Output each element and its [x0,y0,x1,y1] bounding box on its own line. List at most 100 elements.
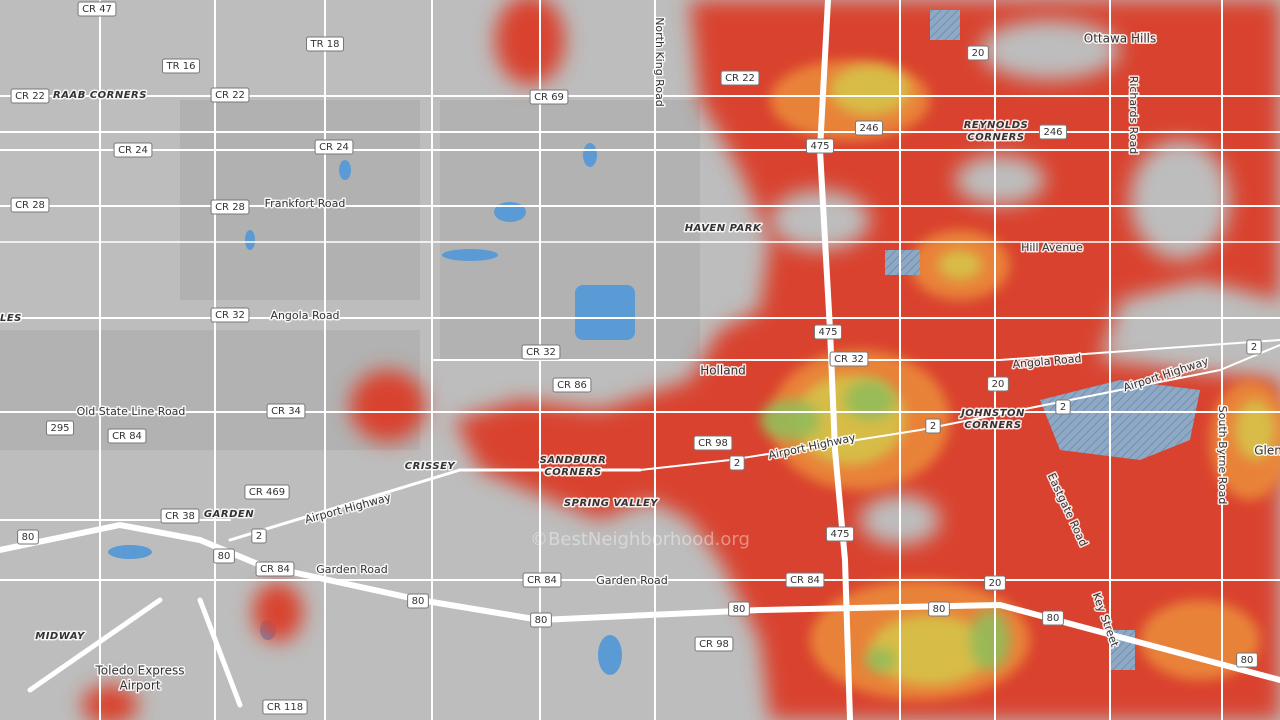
shield-label: 2 [1251,342,1257,353]
place-label: SPRING VALLEY [564,498,659,509]
shield-label: CR 32 [834,354,864,365]
shield-label: 295 [50,423,69,434]
shield-label: CR 34 [271,406,301,417]
place-label: GARDEN [204,509,254,520]
street-label: South Byrne Road [1216,406,1229,505]
shield-label: CR 84 [260,564,290,575]
road-shield: CR 84 [255,561,295,577]
shield-box [829,351,869,367]
shield-box [113,142,153,158]
shield-box [77,1,117,17]
parks [885,10,1200,670]
shield-label: 2 [256,531,262,542]
shield-box [306,36,344,52]
street-label: Richards Road [1127,76,1140,155]
road-shield: CR 32 [210,307,250,323]
shield-label: 80 [1241,655,1254,666]
road-shield: 475 [805,138,835,154]
shield-box [210,87,250,103]
road-shield: 80 [530,612,552,628]
shield-box [987,376,1009,392]
shield-label: CR 22 [15,91,45,102]
shield-label: CR 38 [165,511,195,522]
shield-label: CR 47 [82,4,112,15]
shield-box [244,484,290,500]
shield-box [928,601,950,617]
road-shield: 20 [987,376,1009,392]
urban-areas [0,100,700,450]
road-shield: 80 [928,601,950,617]
road-shield: CR 118 [262,699,308,715]
road-shield: CR 84 [785,572,825,588]
road-shield: 475 [813,324,843,340]
shield-label: 475 [830,529,849,540]
watermark: ©BestNeighborhood.org [530,529,750,550]
road-shield: 475 [825,526,855,542]
place-label: JOHNSTON [959,408,1025,419]
shield-box [1038,124,1068,140]
road-shield: 246 [854,120,884,136]
shield-label: 80 [733,604,746,615]
shield-box [967,45,989,61]
shield-box [10,197,50,213]
shield-box [10,88,50,104]
road-shield: CR 22 [10,88,50,104]
road-shield: CR 98 [693,435,733,451]
shield-box [210,307,250,323]
shield-label: 246 [1043,127,1062,138]
shield-box [162,58,200,74]
shield-label: CR 469 [249,487,285,498]
road-shield: CR 24 [314,139,354,155]
place-label: CORNERS [967,132,1024,143]
road-shield: 80 [213,548,235,564]
place-label: Ottawa Hills [1084,32,1156,46]
road-shield: 80 [728,601,750,617]
shield-label: CR 118 [267,702,303,713]
place-label: PLES [0,313,22,324]
shield-box [314,139,354,155]
road-shield: 80 [407,593,429,609]
shield-box [1236,652,1258,668]
shield-label: CR 84 [790,575,820,586]
shield-box [407,593,429,609]
shield-label: 475 [818,327,837,338]
shield-label: 80 [1047,613,1060,624]
shield-label: 246 [859,123,878,134]
road-shield: CR 69 [529,89,569,105]
shield-box [693,435,733,451]
shield-label: 80 [218,551,231,562]
road-shield: 2 [729,455,745,471]
place-label: MIDWAY [35,631,86,642]
road-shield: 2 [1246,339,1262,355]
shield-label: TR 16 [166,61,196,72]
shield-label: 80 [933,604,946,615]
shield-label: CR 24 [319,142,349,153]
place-label: SANDBURR [540,455,607,466]
road-shield: CR 84 [522,572,562,588]
street-label: Hill Avenue [1021,241,1083,254]
road-shield: 2 [251,528,267,544]
place-label: CORNERS [964,420,1021,431]
shield-box [925,418,941,434]
shield-label: 20 [992,379,1005,390]
shield-label: 475 [810,141,829,152]
road-shield: CR 38 [160,508,200,524]
shield-box [720,70,760,86]
shield-label: CR 24 [118,145,148,156]
road-shield: CR 47 [77,1,117,17]
road-shield: CR 24 [113,142,153,158]
shield-box [107,428,147,444]
shield-label: CR 28 [15,200,45,211]
shield-box [45,420,75,436]
shield-box [522,572,562,588]
shield-label: CR 28 [215,202,245,213]
road-shield: CR 469 [244,484,290,500]
shield-box [529,89,569,105]
road-shield: CR 28 [210,199,250,215]
shield-box [729,455,745,471]
road-shield: CR 22 [720,70,760,86]
street-label: Old State Line Road [77,405,186,418]
road-shield: 295 [45,420,75,436]
